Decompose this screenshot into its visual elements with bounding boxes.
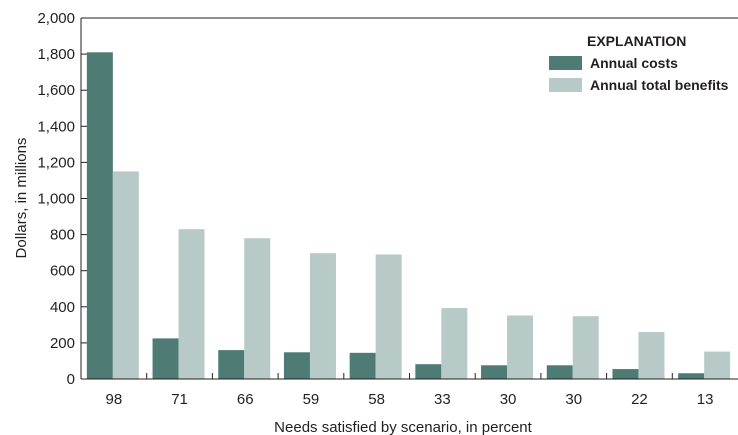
bars-group [86,52,731,380]
y-axis-title: Dollars, in millions [13,138,30,259]
x-tick-label: 13 [697,391,714,408]
bar-annual-total-benefits [309,253,336,379]
bar-annual-costs [218,350,245,379]
x-tick-label: 71 [171,391,188,408]
bar-annual-total-benefits [375,254,402,379]
bar-annual-costs [349,352,376,379]
x-tick-label: 59 [303,391,320,408]
legend-label-annual-costs: Annual costs [590,55,678,71]
y-tick-label: 400 [50,299,75,316]
bar-annual-costs [678,373,705,379]
x-axis-ticks: 98 71 66 59 58 33 30 30 22 13 [106,373,714,408]
bar-annual-costs [612,369,639,379]
bar-annual-costs [546,365,573,379]
bar-annual-total-benefits [638,332,665,379]
bar-annual-costs [283,352,310,379]
x-tick-label: 58 [368,391,385,408]
legend-title: EXPLANATION [587,33,686,49]
bar-annual-costs [86,52,113,380]
y-tick-label: 0 [67,371,75,388]
y-axis-ticks: 0 200 400 600 800 1,000 1,200 1,400 1,600 1,800 2,… [37,10,87,388]
bar-annual-costs [481,365,508,379]
y-tick-label: 200 [50,335,75,352]
x-axis-title: Needs satisfied by scenario, in percent [274,419,532,435]
legend-label-annual-total-benefits: Annual total benefits [590,77,729,93]
y-tick-label: 600 [50,263,75,280]
bar-annual-total-benefits [507,315,534,379]
y-tick-label: 800 [50,227,75,244]
y-tick-label: 1,200 [37,154,75,171]
y-tick-label: 2,000 [37,10,75,27]
y-tick-label: 1,400 [37,118,75,135]
legend-swatch-annual-costs [549,56,582,70]
bar-annual-total-benefits [178,229,205,379]
legend-swatch-annual-total-benefits [549,78,582,92]
bar-annual-total-benefits [704,351,731,379]
x-tick-label: 98 [106,391,123,408]
bar-annual-costs [152,338,179,379]
bar-annual-total-benefits [572,316,599,379]
y-tick-label: 1,600 [37,82,75,99]
x-tick-label: 66 [237,391,254,408]
bar-annual-total-benefits [112,171,139,379]
bar-annual-total-benefits [441,308,468,379]
y-tick-label: 1,000 [37,191,75,208]
x-tick-label: 30 [500,391,517,408]
legend: EXPLANATION Annual costs Annual total be… [549,33,729,93]
y-tick-label: 1,800 [37,46,75,63]
bar-annual-costs [415,364,442,379]
x-tick-label: 30 [565,391,582,408]
x-tick-label: 33 [434,391,451,408]
x-tick-label: 22 [631,391,648,408]
bar-annual-total-benefits [244,238,271,379]
